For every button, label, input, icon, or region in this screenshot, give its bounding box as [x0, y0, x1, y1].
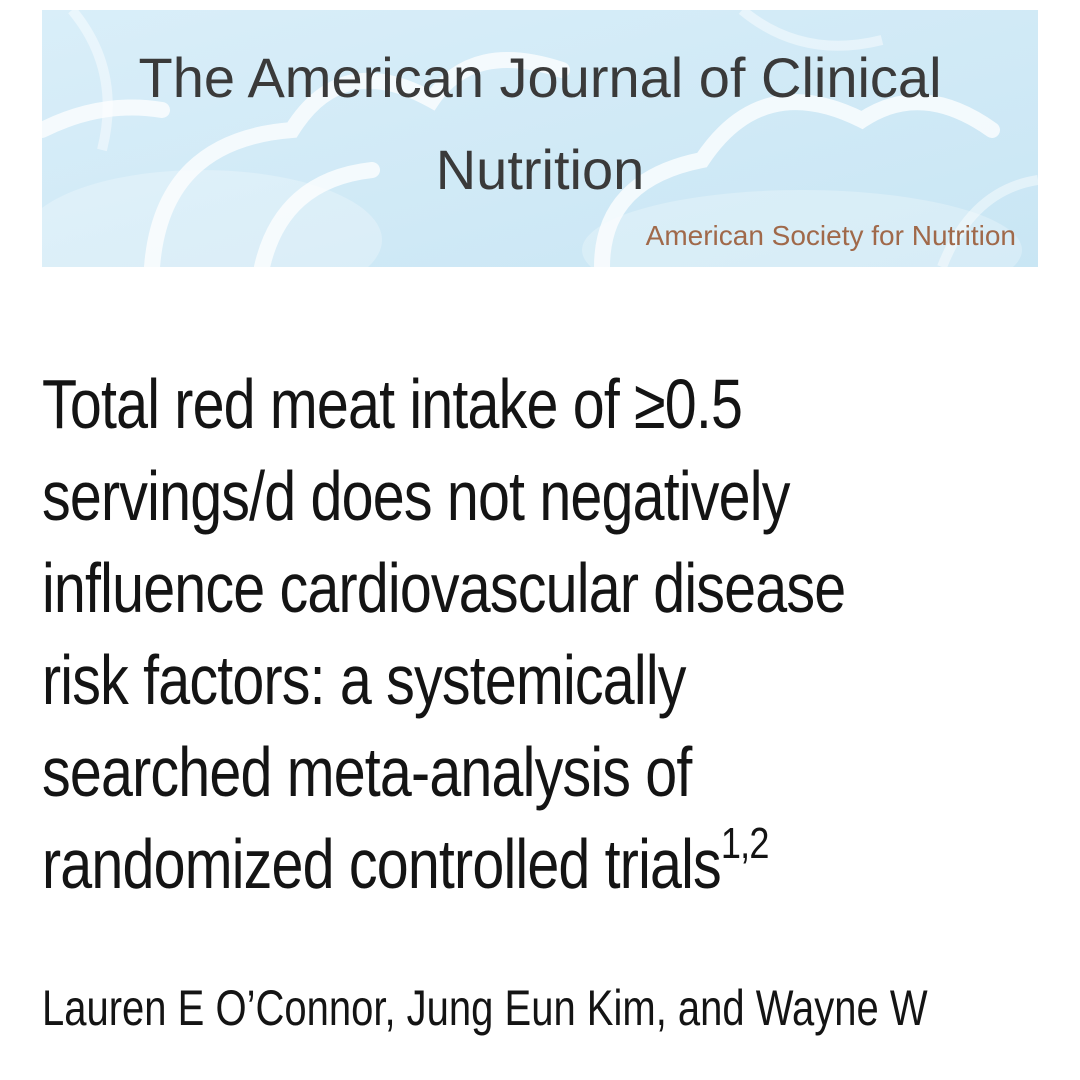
- article-title: Total red meat intake of ≥0.5 servings/d…: [42, 358, 862, 910]
- journal-banner: The American Journal of Clinical Nutriti…: [42, 10, 1038, 267]
- article-title-text: Total red meat intake of ≥0.5 servings/d…: [42, 365, 846, 903]
- society-name: American Society for Nutrition: [645, 220, 1016, 251]
- author-list: Lauren E O’Connor, Jung Eun Kim, and Way…: [42, 980, 928, 1036]
- cloud-sun-background-art: [42, 10, 1038, 267]
- journal-title: The American Journal of Clinical Nutriti…: [138, 46, 942, 201]
- footnote-refs[interactable]: 1,2: [720, 819, 770, 868]
